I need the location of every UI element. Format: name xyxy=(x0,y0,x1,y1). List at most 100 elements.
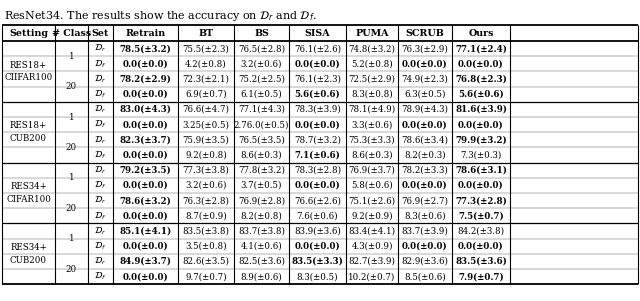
Text: 8.6(±0.3): 8.6(±0.3) xyxy=(351,150,393,160)
Text: $\mathcal{D}_f$: $\mathcal{D}_f$ xyxy=(94,119,107,130)
Text: 84.9(±3.7): 84.9(±3.7) xyxy=(120,257,172,266)
Text: Set: Set xyxy=(92,29,109,38)
Text: 79.2(±3.5): 79.2(±3.5) xyxy=(120,166,172,175)
Text: $\mathcal{D}_f$: $\mathcal{D}_f$ xyxy=(94,240,107,252)
Text: 79.9(±3.2): 79.9(±3.2) xyxy=(455,135,507,144)
Text: 9.2(±0.8): 9.2(±0.8) xyxy=(185,150,227,160)
Text: 7.6(±0.6): 7.6(±0.6) xyxy=(297,211,339,220)
Text: 83.5(±3.6): 83.5(±3.6) xyxy=(455,257,507,266)
Text: 1: 1 xyxy=(68,173,74,182)
Text: $\mathcal{D}_f$: $\mathcal{D}_f$ xyxy=(94,58,107,70)
Text: 0.0(±0.0): 0.0(±0.0) xyxy=(402,120,448,129)
Text: 0.0(±0.0): 0.0(±0.0) xyxy=(123,181,168,190)
Text: 0.0(±0.0): 0.0(±0.0) xyxy=(123,120,168,129)
Text: 0.0(±0.0): 0.0(±0.0) xyxy=(123,211,168,220)
Text: RES18+
CUB200: RES18+ CUB200 xyxy=(10,121,47,143)
Text: $\mathcal{D}_f$: $\mathcal{D}_f$ xyxy=(94,271,107,282)
Text: 0.0(±0.0): 0.0(±0.0) xyxy=(294,181,340,190)
Text: 8.9(±0.6): 8.9(±0.6) xyxy=(241,272,282,281)
Text: 83.4(±4.1): 83.4(±4.1) xyxy=(348,226,396,235)
Text: 1: 1 xyxy=(68,113,74,122)
Text: 77.1(±4.3): 77.1(±4.3) xyxy=(238,105,285,114)
Text: 76.9(±2.7): 76.9(±2.7) xyxy=(401,196,449,205)
Text: 20: 20 xyxy=(66,82,77,91)
Text: 78.6(±3.1): 78.6(±3.1) xyxy=(455,166,507,175)
Text: 78.6(±3.2): 78.6(±3.2) xyxy=(120,196,172,205)
Text: 8.3(±0.6): 8.3(±0.6) xyxy=(404,211,446,220)
Text: $\mathcal{D}_f$: $\mathcal{D}_f$ xyxy=(94,149,107,161)
Text: 0.0(±0.0): 0.0(±0.0) xyxy=(458,120,504,129)
Text: 6.1(±0.5): 6.1(±0.5) xyxy=(241,90,282,99)
Text: 6.9(±0.7): 6.9(±0.7) xyxy=(185,90,227,99)
Text: 0.0(±0.0): 0.0(±0.0) xyxy=(402,59,448,68)
Text: 20: 20 xyxy=(66,143,77,152)
Text: $\mathcal{D}_r$: $\mathcal{D}_r$ xyxy=(94,195,107,206)
Text: 83.9(±3.6): 83.9(±3.6) xyxy=(294,226,341,235)
Text: 76.1(±2.3): 76.1(±2.3) xyxy=(294,75,341,83)
Text: 82.7(±3.9): 82.7(±3.9) xyxy=(349,257,396,266)
Text: RES34+
CIFAR100: RES34+ CIFAR100 xyxy=(6,182,51,204)
Text: 0.0(±0.0): 0.0(±0.0) xyxy=(294,120,340,129)
Text: 4.3(±0.9): 4.3(±0.9) xyxy=(351,242,393,251)
Text: 78.5(±3.2): 78.5(±3.2) xyxy=(120,44,172,53)
Text: 81.6(±3.9): 81.6(±3.9) xyxy=(455,105,507,114)
Text: 5.8(±0.6): 5.8(±0.6) xyxy=(351,181,393,190)
Text: 3.2(±0.6): 3.2(±0.6) xyxy=(185,181,227,190)
Text: $\mathcal{D}_r$: $\mathcal{D}_r$ xyxy=(94,164,107,176)
Text: 78.2(±3.3): 78.2(±3.3) xyxy=(401,166,449,175)
Text: $\mathcal{D}_f$: $\mathcal{D}_f$ xyxy=(94,210,107,222)
Text: 78.2(±2.9): 78.2(±2.9) xyxy=(120,75,172,83)
Text: 20: 20 xyxy=(66,204,77,213)
Text: 0.0(±0.0): 0.0(±0.0) xyxy=(458,242,504,251)
Text: 83.5(±3.3): 83.5(±3.3) xyxy=(292,257,344,266)
Text: 3.25(±0.5): 3.25(±0.5) xyxy=(182,120,230,129)
Text: 74.9(±2.3): 74.9(±2.3) xyxy=(401,75,449,83)
Text: PUMA: PUMA xyxy=(355,29,388,38)
Text: 0.0(±0.0): 0.0(±0.0) xyxy=(123,90,168,99)
Text: 83.5(±3.8): 83.5(±3.8) xyxy=(182,226,230,235)
Text: 3.7(±0.5): 3.7(±0.5) xyxy=(241,181,282,190)
Text: 8.7(±0.9): 8.7(±0.9) xyxy=(185,211,227,220)
Text: BT: BT xyxy=(198,29,214,38)
Text: $\mathcal{D}_r$: $\mathcal{D}_r$ xyxy=(94,134,107,146)
Text: 76.5(±3.5): 76.5(±3.5) xyxy=(238,135,285,144)
Text: 75.1(±2.6): 75.1(±2.6) xyxy=(348,196,396,205)
Text: 78.1(±4.9): 78.1(±4.9) xyxy=(348,105,396,114)
Text: 3.3(±0.6): 3.3(±0.6) xyxy=(351,120,393,129)
Text: 0.0(±0.0): 0.0(±0.0) xyxy=(402,242,448,251)
Text: 76.3(±2.8): 76.3(±2.8) xyxy=(182,196,230,205)
Text: BS: BS xyxy=(254,29,269,38)
Text: 3.2(±0.6): 3.2(±0.6) xyxy=(241,59,282,68)
Text: 8.5(±0.6): 8.5(±0.6) xyxy=(404,272,446,281)
Text: 6.3(±0.5): 6.3(±0.5) xyxy=(404,90,445,99)
Text: 74.8(±3.2): 74.8(±3.2) xyxy=(349,44,396,53)
Text: 1: 1 xyxy=(68,52,74,61)
Text: SISA: SISA xyxy=(305,29,330,38)
Text: # Class: # Class xyxy=(52,29,91,38)
Text: 75.3(±3.3): 75.3(±3.3) xyxy=(349,135,396,144)
Text: 0.0(±0.0): 0.0(±0.0) xyxy=(123,150,168,160)
Text: 78.6(±3.4): 78.6(±3.4) xyxy=(401,135,449,144)
Text: 76.6(±2.6): 76.6(±2.6) xyxy=(294,196,341,205)
Text: 2.76.0(±0.5): 2.76.0(±0.5) xyxy=(234,120,289,129)
Text: 9.2(±0.9): 9.2(±0.9) xyxy=(351,211,393,220)
Text: 0.0(±0.0): 0.0(±0.0) xyxy=(294,242,340,251)
Text: 8.2(±0.3): 8.2(±0.3) xyxy=(404,150,446,160)
Text: $\mathcal{D}_f$: $\mathcal{D}_f$ xyxy=(94,88,107,100)
Text: 75.5(±2.3): 75.5(±2.3) xyxy=(182,44,229,53)
Text: 7.9(±0.7): 7.9(±0.7) xyxy=(458,272,504,281)
Text: 77.3(±3.8): 77.3(±3.8) xyxy=(182,166,229,175)
Text: 77.3(±2.8): 77.3(±2.8) xyxy=(455,196,507,205)
Text: 7.1(±0.6): 7.1(±0.6) xyxy=(294,150,340,160)
Text: 76.3(±2.9): 76.3(±2.9) xyxy=(401,44,449,53)
Text: Ours: Ours xyxy=(468,29,493,38)
Text: 1: 1 xyxy=(68,234,74,243)
Text: 8.3(±0.8): 8.3(±0.8) xyxy=(351,90,393,99)
Text: 83.7(±3.8): 83.7(±3.8) xyxy=(238,226,285,235)
Text: 82.5(±3.6): 82.5(±3.6) xyxy=(238,257,285,266)
Text: 82.6(±3.5): 82.6(±3.5) xyxy=(182,257,230,266)
Text: 0.0(±0.0): 0.0(±0.0) xyxy=(402,181,448,190)
Text: RES34+
CUB200: RES34+ CUB200 xyxy=(10,243,47,265)
Text: 7.5(±0.7): 7.5(±0.7) xyxy=(458,211,504,220)
Text: 77.8(±3.2): 77.8(±3.2) xyxy=(238,166,285,175)
